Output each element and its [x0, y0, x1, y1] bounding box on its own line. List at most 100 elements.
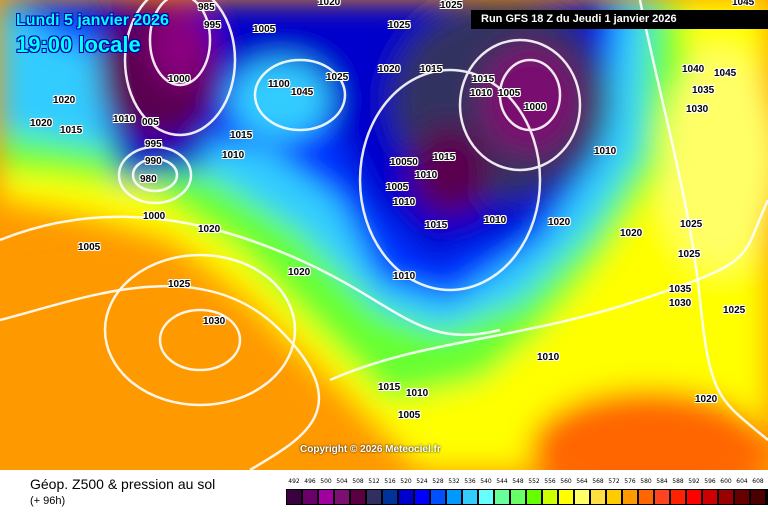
isobar-label: 1010 [393, 271, 416, 282]
isobar-label: 1005 [398, 410, 421, 421]
scale-tick: 512 [368, 478, 380, 485]
scale-swatch [558, 489, 574, 505]
copyright: Copyright © 2026 Meteociel.fr [300, 444, 441, 455]
scale-tick: 576 [624, 478, 636, 485]
scale-tick: 596 [704, 478, 716, 485]
isobar-label: 1020 [378, 64, 401, 75]
scale-tick: 500 [320, 478, 332, 485]
forecast-date: Lundi 5 janvier 2026 [16, 12, 169, 29]
isobar-label: 1030 [669, 298, 692, 309]
scale-tick: 588 [672, 478, 684, 485]
scale-swatch [686, 489, 702, 505]
scale-tick: 560 [560, 478, 572, 485]
isobar-label: 1010 [594, 146, 617, 157]
scale-swatch [318, 489, 334, 505]
scale-tick: 492 [288, 478, 300, 485]
scale-tick: 504 [336, 478, 348, 485]
isobar-label: 1040 [682, 64, 705, 75]
isobar-label: 1020 [695, 394, 718, 405]
scale-tick: 536 [464, 478, 476, 485]
scale-swatch [542, 489, 558, 505]
scale-swatch [334, 489, 350, 505]
scale-tick: 568 [592, 478, 604, 485]
scale-tick: 540 [480, 478, 492, 485]
isobar-label: 1035 [692, 85, 715, 96]
scale-swatch [510, 489, 526, 505]
isobar-label: 1015 [230, 130, 253, 141]
scale-tick: 552 [528, 478, 540, 485]
isobar-label: 1010 [113, 114, 136, 125]
scale-swatch [606, 489, 622, 505]
isobar-label: 1010 [393, 197, 416, 208]
isobar-label: 1020 [198, 224, 221, 235]
isobar-label: 985 [198, 2, 215, 13]
scale-swatch [526, 489, 542, 505]
isobar-label: 1010 [222, 150, 245, 161]
scale-swatch [750, 489, 766, 505]
scale-swatch [622, 489, 638, 505]
isobar-label: 1015 [60, 125, 83, 136]
isobar-label: 990 [145, 156, 162, 167]
scale-swatch [430, 489, 446, 505]
scale-tick: 600 [720, 478, 732, 485]
isobar-label: 1015 [472, 74, 495, 85]
isobar-label: 1045 [714, 68, 737, 79]
scale-swatch [494, 489, 510, 505]
isobar-label: 1025 [440, 0, 463, 11]
isobar-label: 1035 [669, 284, 692, 295]
scale-swatch [702, 489, 718, 505]
scale-swatch [734, 489, 750, 505]
isobar-label: 1005 [253, 24, 276, 35]
forecast-lead: (+ 96h) [30, 495, 66, 507]
scale-swatch [638, 489, 654, 505]
scale-tick: 544 [496, 478, 508, 485]
scale-swatch [590, 489, 606, 505]
scale-tick: 516 [384, 478, 396, 485]
isobar-label: 1020 [288, 267, 311, 278]
isobar-label: 1100 [268, 79, 290, 90]
isobar-label: 1025 [326, 72, 349, 83]
isobar-label: 1000 [143, 211, 166, 222]
isobar-label: 1025 [680, 219, 703, 230]
scale-swatch [286, 489, 302, 505]
isobar-label: 995 [145, 139, 162, 150]
scale-tick: 520 [400, 478, 412, 485]
scale-swatch [718, 489, 734, 505]
isobar-label: 1045 [732, 0, 755, 8]
isobar-label: 1020 [53, 95, 76, 106]
scale-tick: 496 [304, 478, 316, 485]
isobar-label: 1015 [378, 382, 401, 393]
scale-tick: 580 [640, 478, 652, 485]
scale-swatch [366, 489, 382, 505]
isobar-label: 1015 [425, 220, 448, 231]
scale-swatch [670, 489, 686, 505]
scale-tick: 528 [432, 478, 444, 485]
scale-tick: 584 [656, 478, 668, 485]
isobar-label: 1030 [686, 104, 709, 115]
scale-swatch [414, 489, 430, 505]
isobar-label: 1015 [433, 152, 456, 163]
scale-tick: 556 [544, 478, 556, 485]
isobar-label: 1005 [386, 182, 409, 193]
isobar-label: 005 [142, 117, 159, 128]
isobar-label: 1025 [723, 305, 746, 316]
scale-tick: 524 [416, 478, 428, 485]
model-run-banner: Run GFS 18 Z du Jeudi 1 janvier 2026 [471, 10, 768, 29]
scale-swatch [446, 489, 462, 505]
scale-tick: 508 [352, 478, 364, 485]
scale-tick: 572 [608, 478, 620, 485]
isobar-label: 1030 [203, 316, 226, 327]
isobar-label: 1020 [30, 118, 53, 129]
scale-swatch [766, 489, 768, 505]
scale-swatch [398, 489, 414, 505]
isobar-label: 995 [204, 20, 221, 31]
scale-swatch [382, 489, 398, 505]
isobar-label: 1010 [484, 215, 507, 226]
isobar-label: 1005 [498, 88, 521, 99]
scale-swatch [654, 489, 670, 505]
scale-swatch [302, 489, 318, 505]
scale-tick: 604 [736, 478, 748, 485]
scale-tick: 548 [512, 478, 524, 485]
scale-tick: 592 [688, 478, 700, 485]
